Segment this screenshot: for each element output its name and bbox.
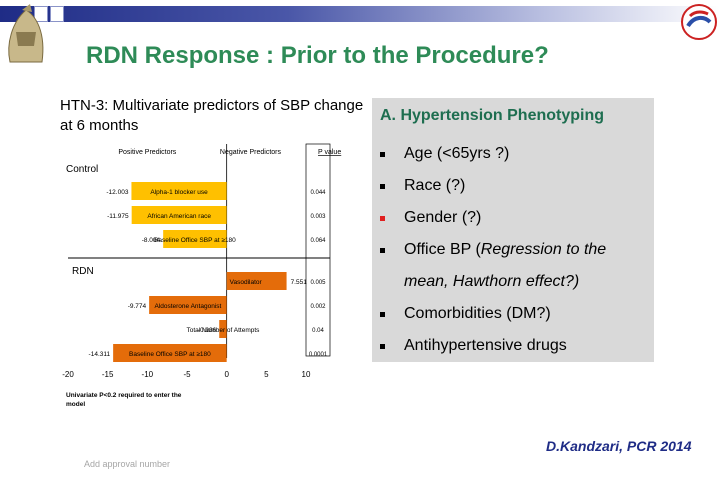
- bar-label: Aldosterone Antagonist: [154, 303, 221, 310]
- x-tick-label: 0: [224, 370, 229, 379]
- citation: D.Kandzari, PCR 2014: [546, 438, 692, 454]
- data-label: 7.551: [291, 279, 308, 286]
- list-item: Gender (?): [378, 202, 648, 234]
- bullet-icon: [380, 248, 385, 253]
- header-square-decoration: [50, 6, 64, 22]
- pvalue-column-box: [305, 143, 331, 357]
- panel-heading: A. Hypertension Phenotyping: [380, 107, 605, 124]
- x-tick-label: 10: [302, 370, 311, 379]
- list-item: Office BP (Regression to the mean, Hawth…: [378, 234, 648, 298]
- approval-note: Add approval number: [84, 459, 171, 469]
- bullet-icon: [380, 312, 385, 317]
- positive-predictors-header: Positive Predictors: [118, 149, 176, 156]
- bar-label: Vasodilator: [230, 279, 263, 286]
- pvalue-label: 0.003: [310, 214, 326, 220]
- pvalue-label: 0.044: [310, 190, 326, 196]
- data-label: -8.004: [142, 237, 161, 244]
- bar-label: Baseline Office SBP at ≥180: [129, 351, 211, 358]
- data-label: -9.774: [128, 303, 147, 310]
- chart-footnote-line: Univariate P<0.2 required to enter the: [66, 392, 182, 399]
- chart-title: HTN-3: Multivariate predictors of SBP ch…: [60, 97, 364, 134]
- data-label: -14.311: [89, 351, 111, 358]
- pvalue-label: 0.005: [310, 280, 326, 286]
- x-tick-label: -10: [142, 370, 154, 379]
- bullet-icon: [380, 344, 385, 349]
- bar: [219, 320, 227, 338]
- phenotyping-list: Age (<65yrs ?) Race (?) Gender (?) Offic…: [378, 138, 648, 362]
- predictors-bar-chart: Positive Predictors Negative Predictors P …: [62, 143, 341, 408]
- bar: [163, 230, 227, 248]
- header-gradient-bar: [0, 6, 720, 22]
- data-label: -11.975: [107, 213, 129, 220]
- pvalue-label: 0.0001: [309, 352, 328, 358]
- bar-label: African American race: [147, 213, 211, 220]
- bar: [131, 182, 227, 200]
- x-tick-label: -5: [183, 370, 191, 379]
- x-tick-label: 5: [264, 370, 269, 379]
- group-label: RDN: [72, 266, 94, 277]
- header-square-decoration: [34, 6, 48, 22]
- bar: [131, 206, 227, 224]
- helmet-logo-icon: [8, 4, 44, 63]
- bar-label: Alpha-1 blocker use: [150, 189, 208, 196]
- group-label: Control: [66, 164, 98, 175]
- bullet-icon: [380, 216, 385, 221]
- pvalue-label: 0.064: [310, 238, 326, 244]
- bar-label: Baseline Office SBP at ≥180: [154, 237, 236, 244]
- list-item: Age (<65yrs ?): [378, 138, 648, 170]
- list-item: Comorbidities (DM?): [378, 298, 648, 330]
- chart-footnote-line: model: [66, 401, 85, 408]
- pvalue-label: 0.002: [310, 304, 326, 310]
- negative-predictors-header: Negative Predictors: [220, 149, 282, 156]
- bullet-icon: [380, 152, 385, 157]
- bar: [226, 272, 287, 290]
- society-logo-icon: [681, 4, 717, 40]
- bar: [149, 296, 227, 314]
- data-label: -12.003: [106, 189, 128, 196]
- bar-label: Total Number of Attempts: [186, 327, 260, 334]
- slide-title: RDN Response : Prior to the Procedure?: [86, 42, 549, 69]
- phenotyping-panel: A. Hypertension Phenotyping Age (<65yrs …: [372, 98, 654, 362]
- bar: [113, 344, 227, 362]
- x-tick-label: -15: [102, 370, 114, 379]
- list-item: Antihypertensive drugs: [378, 330, 648, 362]
- list-item: Race (?): [378, 170, 648, 202]
- bullet-icon: [380, 184, 385, 189]
- data-label: -0.936: [198, 327, 217, 334]
- pvalue-label: 0.04: [312, 328, 324, 334]
- x-tick-label: -20: [62, 370, 74, 379]
